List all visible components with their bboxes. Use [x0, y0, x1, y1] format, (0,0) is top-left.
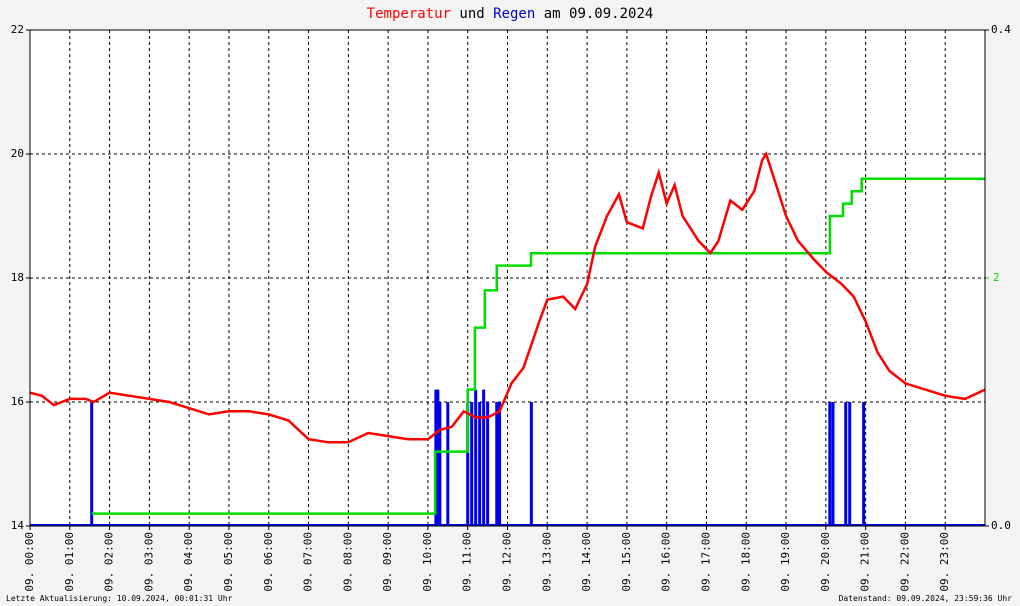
chart-title: Temperatur und Regen am 09.09.2024: [367, 6, 654, 22]
rain-bar: [848, 402, 852, 526]
rain-bar: [482, 389, 486, 526]
rain-bar: [828, 402, 832, 526]
x-tick-label: 09. 09:00: [381, 532, 394, 592]
y-tick-label: 16: [11, 395, 24, 408]
x-tick-label: 09. 03:00: [142, 532, 155, 592]
x-tick-label: 09. 19:00: [779, 532, 792, 592]
x-tick-label: 09. 16:00: [660, 532, 673, 592]
x-tick-label: 09. 22:00: [898, 532, 911, 592]
rain-bar: [470, 402, 474, 526]
rain-bar: [831, 402, 835, 526]
rain-bar: [438, 402, 442, 526]
y2-tick-label: 0.0: [991, 519, 1011, 532]
x-tick-label: 09. 14:00: [580, 532, 593, 592]
rain-bar: [466, 402, 470, 526]
x-tick-label: 09. 15:00: [620, 532, 633, 592]
plot-frame: [29, 29, 986, 527]
x-tick-label: 09. 08:00: [341, 532, 354, 592]
footer-left: Letzte Aktualisierung: 10.09.2024, 00:01…: [6, 594, 233, 603]
x-tick-label: 09. 18:00: [739, 532, 752, 592]
rain-bar: [862, 402, 866, 526]
y-tick-label: 18: [11, 271, 24, 284]
rain-bar: [844, 402, 848, 526]
y2-tick-label: 0.4: [991, 23, 1011, 36]
x-tick-label: 09. 11:00: [461, 532, 474, 592]
rain-bar: [478, 402, 482, 526]
x-tick-label: 09. 23:00: [938, 532, 951, 592]
rain-bar: [90, 402, 94, 526]
footer-right: Datenstand: 09.09.2024, 23:59:36 Uhr: [839, 594, 1013, 603]
rain-bar: [495, 402, 499, 526]
y-tick-label: 14: [11, 519, 25, 532]
title-temperature: Temperatur: [367, 6, 451, 22]
x-tick-label: 09. 13:00: [540, 532, 553, 592]
title-and: und: [459, 6, 484, 22]
x-tick-label: 09. 01:00: [63, 532, 76, 592]
y-tick-label: 20: [11, 147, 24, 160]
rain-bar: [446, 402, 450, 526]
x-tick-label: 09. 12:00: [501, 532, 514, 592]
title-date: am 09.09.2024: [544, 6, 654, 22]
title-rain: Regen: [493, 6, 535, 22]
y-tick-label: 22: [11, 23, 24, 36]
x-tick-label: 09. 02:00: [103, 532, 116, 592]
rain-sum-line: [91, 177, 985, 515]
x-tick-label: 09. 17:00: [699, 532, 712, 592]
x-tick-label: 09. 04:00: [182, 532, 195, 592]
x-tick-label: 09. 21:00: [859, 532, 872, 592]
rain-bar: [529, 402, 533, 526]
rain-bar: [498, 402, 502, 526]
x-tick-label: 09. 06:00: [262, 532, 275, 592]
x-tick-label: 09. 10:00: [421, 532, 434, 592]
rain-bar: [486, 402, 490, 526]
y3-tick-label: 2: [993, 271, 1000, 284]
rain-bar: [436, 389, 440, 526]
rain-bar: [474, 389, 478, 526]
x-tick-label: 09. 20:00: [819, 532, 832, 592]
x-tick-label: 09. 07:00: [302, 532, 315, 592]
x-tick-label: 09. 00:00: [23, 532, 36, 592]
temperature-line: [29, 151, 986, 444]
x-tick-label: 09. 05:00: [222, 532, 235, 592]
